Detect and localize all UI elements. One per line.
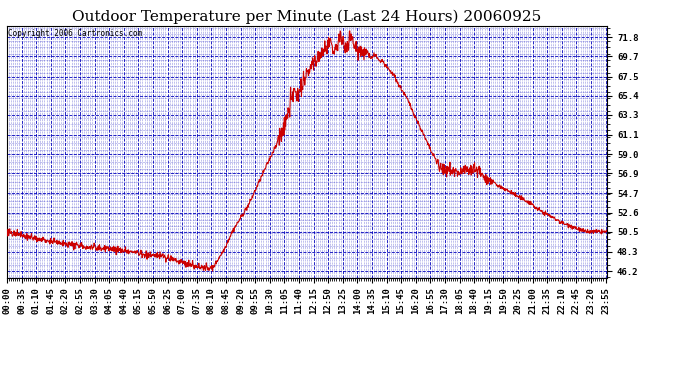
Text: Copyright 2006 Cartronics.com: Copyright 2006 Cartronics.com — [8, 29, 141, 38]
Title: Outdoor Temperature per Minute (Last 24 Hours) 20060925: Outdoor Temperature per Minute (Last 24 … — [72, 9, 542, 24]
